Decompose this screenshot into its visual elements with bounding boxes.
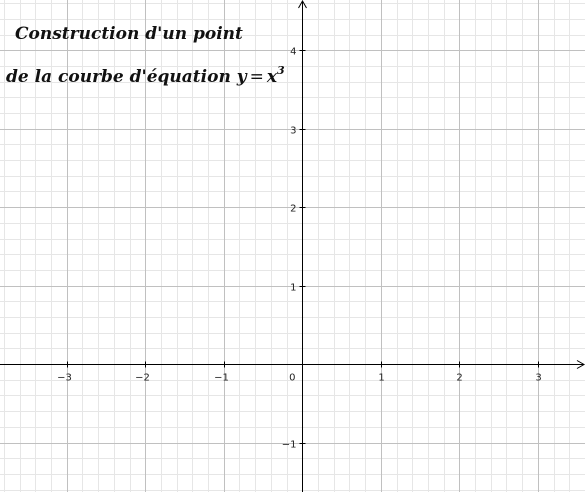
title-line-2: de la courbe d'équation y = x3: [6, 64, 285, 87]
title-text-1: Construction d'un point: [15, 24, 243, 44]
x-tick-label: 2: [456, 373, 462, 384]
y-tick-label: 3: [290, 126, 296, 137]
x-tick-label: −1: [214, 373, 229, 384]
y-tick-label: 1: [290, 283, 296, 294]
title-line-1: Construction d'un point: [15, 24, 243, 44]
x-tick-label: 1: [378, 373, 384, 384]
x-tick-label: 3: [535, 373, 541, 384]
formula-equals: =: [249, 67, 264, 87]
formula-exponent: 3: [277, 64, 285, 77]
title-text-2: de la courbe d'équation: [6, 67, 231, 87]
y-tick-label: −1: [282, 440, 297, 451]
y-axis-arrow: [298, 0, 307, 9]
origin-label: 0: [289, 373, 295, 384]
x-axis-arrow: [576, 360, 585, 369]
formula-lhs: y: [236, 67, 247, 87]
x-tick-label: −3: [57, 373, 72, 384]
formula-base: x: [266, 67, 278, 87]
x-tick-label: −2: [135, 373, 150, 384]
y-tick-label: 4: [290, 47, 296, 58]
y-tick-label: 2: [290, 204, 296, 215]
